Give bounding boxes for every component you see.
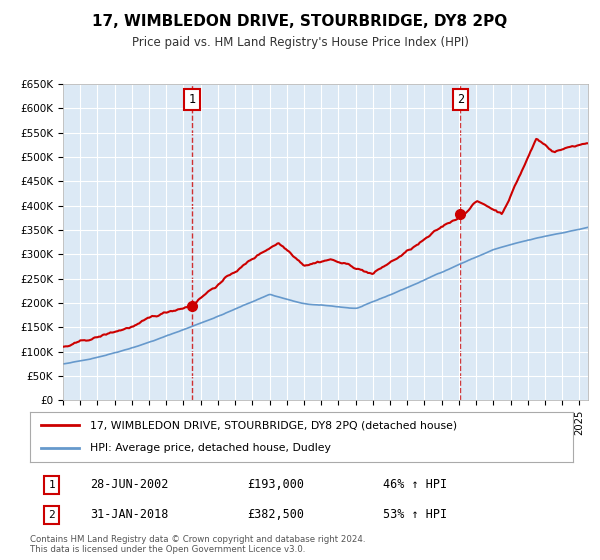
Text: £193,000: £193,000 (247, 478, 304, 492)
Text: 53% ↑ HPI: 53% ↑ HPI (383, 508, 447, 521)
Text: 1: 1 (49, 480, 55, 490)
Text: 2: 2 (457, 93, 464, 106)
Text: 31-JAN-2018: 31-JAN-2018 (90, 508, 168, 521)
Text: £382,500: £382,500 (247, 508, 304, 521)
Text: Price paid vs. HM Land Registry's House Price Index (HPI): Price paid vs. HM Land Registry's House … (131, 36, 469, 49)
Text: 17, WIMBLEDON DRIVE, STOURBRIDGE, DY8 2PQ (detached house): 17, WIMBLEDON DRIVE, STOURBRIDGE, DY8 2P… (90, 420, 457, 430)
Text: 1: 1 (188, 93, 196, 106)
Text: 2: 2 (49, 510, 55, 520)
Text: 28-JUN-2002: 28-JUN-2002 (90, 478, 168, 492)
Text: HPI: Average price, detached house, Dudley: HPI: Average price, detached house, Dudl… (90, 444, 331, 454)
Text: 46% ↑ HPI: 46% ↑ HPI (383, 478, 447, 492)
Text: This data is licensed under the Open Government Licence v3.0.: This data is licensed under the Open Gov… (30, 545, 305, 554)
Text: 17, WIMBLEDON DRIVE, STOURBRIDGE, DY8 2PQ: 17, WIMBLEDON DRIVE, STOURBRIDGE, DY8 2P… (92, 14, 508, 29)
Text: Contains HM Land Registry data © Crown copyright and database right 2024.: Contains HM Land Registry data © Crown c… (30, 535, 365, 544)
